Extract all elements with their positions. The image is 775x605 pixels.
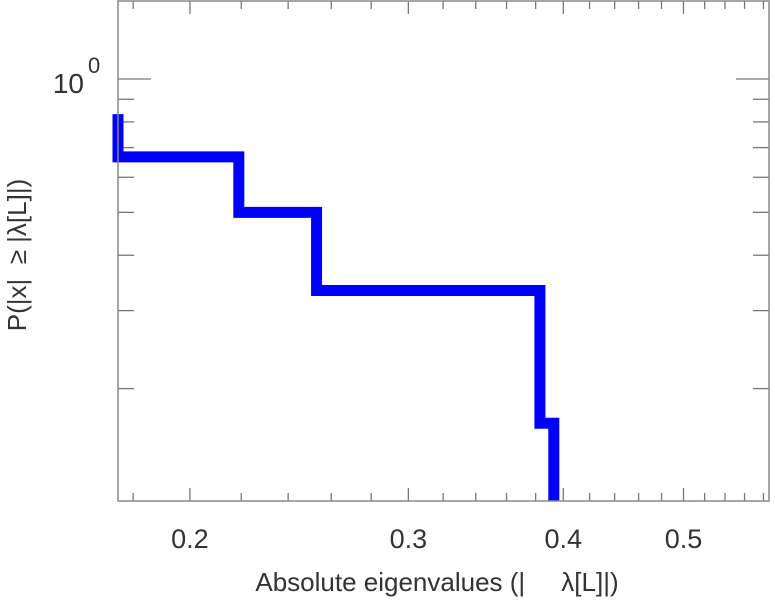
axis-ticks (118, 1, 769, 501)
y-tick-labels: 100 (53, 53, 100, 99)
x-tick-label: 0.5 (665, 524, 703, 554)
series-group (112, 114, 560, 501)
x-axis-label: Absolute eigenvalues (| λ[L]|) (255, 567, 618, 597)
y-axis-label: P(|x| ≥ |λ[L]|) (2, 179, 32, 332)
y-tick-label-exponent: 0 (88, 53, 100, 78)
x-tick-label: 0.4 (545, 524, 583, 554)
x-tick-label: 0.3 (390, 524, 428, 554)
plot-frame (117, 0, 770, 502)
y-tick-label-base: 10 (53, 68, 84, 99)
x-tick-label: 0.2 (171, 524, 209, 554)
ccdf-step-line (112, 114, 560, 501)
x-tick-labels: 0.2 0.3 0.4 0.5 (171, 524, 702, 554)
